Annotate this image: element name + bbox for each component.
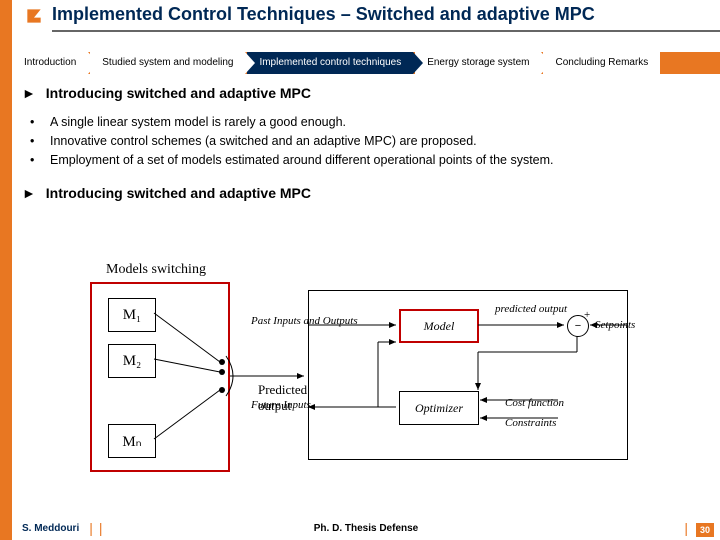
label-future: Future Inputs — [251, 399, 307, 411]
bullet-item: •Employment of a set of models estimated… — [30, 151, 710, 170]
label-constraints: Constraints — [505, 417, 556, 429]
page-number: 30 — [696, 523, 714, 537]
footer: S. Meddouri | | Ph. D. Thesis Defense | … — [12, 516, 720, 540]
pipe-icon: | — [89, 520, 113, 536]
left-accent-bar — [0, 0, 12, 540]
label-predicted-out: predicted output — [495, 303, 551, 315]
model-m2: M₂ — [108, 344, 156, 378]
tab-implemented-control[interactable]: Implemented control techniques — [247, 52, 413, 74]
logo-icon — [22, 4, 46, 28]
pipe-icon: | — [684, 520, 688, 536]
model-mn: Mₙ — [108, 424, 156, 458]
mpc-model-box: Model — [399, 309, 479, 343]
arrow-icon: ► — [22, 185, 36, 201]
tab-concluding[interactable]: Concluding Remarks — [543, 52, 660, 74]
section2-text: Introducing switched and adaptive MPC — [46, 185, 311, 201]
page-title: Implemented Control Techniques – Switche… — [52, 4, 595, 25]
section-heading-1: ► Introducing switched and adaptive MPC — [22, 85, 710, 101]
label-cost: Cost function — [505, 397, 564, 409]
footer-center: Ph. D. Thesis Defense — [314, 523, 418, 534]
section1-text: Introducing switched and adaptive MPC — [46, 85, 311, 101]
arrow-icon: ► — [22, 85, 36, 101]
bullet-list: •A single linear system model is rarely … — [30, 113, 710, 169]
model-m1: M₁ — [108, 298, 156, 332]
mpc-frame: Model Optimizer − Past Inputs and Output… — [308, 290, 628, 460]
sum-minus-icon: − — [567, 315, 589, 337]
label-setpoints: Setpoints — [595, 319, 635, 331]
switching-frame: M₁ M₂ Mₙ — [90, 282, 230, 472]
section-heading-2: ► Introducing switched and adaptive MPC — [22, 185, 710, 201]
switching-title: Models switching — [104, 262, 208, 278]
nav-tabs: Introduction Studied system and modeling… — [12, 52, 720, 74]
tab-introduction[interactable]: Introduction — [12, 52, 88, 74]
tab-energy-storage[interactable]: Energy storage system — [415, 52, 541, 74]
content-area: ► Introducing switched and adaptive MPC … — [22, 85, 710, 213]
bullet-item: •Innovative control schemes (a switched … — [30, 132, 710, 151]
diagram: Models switching M₁ M₂ Mₙ Predicted outp… — [90, 262, 650, 497]
footer-author: S. Meddouri — [12, 523, 79, 534]
bullet-item: •A single linear system model is rarely … — [30, 113, 710, 132]
title-underline — [52, 30, 720, 32]
mpc-optimizer-box: Optimizer — [399, 391, 479, 425]
tab-studied-system[interactable]: Studied system and modeling — [90, 52, 245, 74]
label-past: Past Inputs and Outputs — [251, 315, 307, 327]
